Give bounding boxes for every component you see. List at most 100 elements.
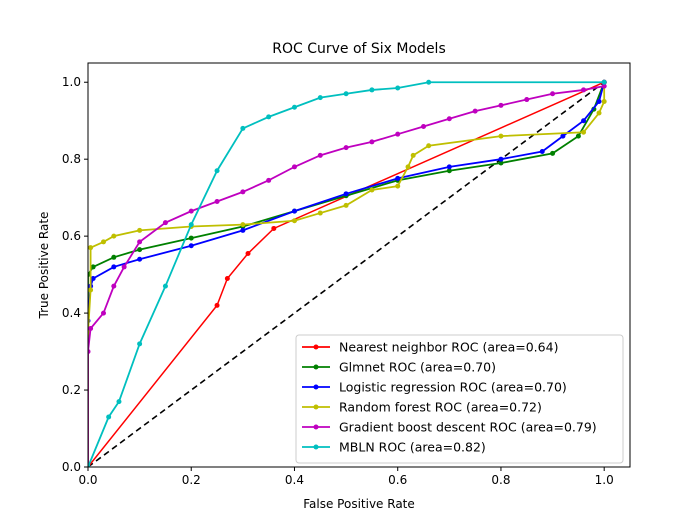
series-2-point — [560, 133, 566, 139]
series-2-point — [291, 208, 297, 214]
series-line-0 — [88, 81, 605, 467]
diagonal-reference-line — [88, 81, 605, 467]
legend-label-2: Logistic regression ROC (area=0.70) — [339, 380, 567, 395]
y-tick-label: 0.2 — [62, 383, 81, 397]
series-3-point — [498, 133, 504, 139]
series-5-point — [214, 168, 220, 174]
series-4-point — [291, 164, 297, 170]
series-3-point — [410, 152, 416, 158]
series-5-point — [343, 91, 349, 97]
series-4-point — [266, 177, 272, 183]
series-5-point — [426, 79, 432, 85]
series-5-point — [601, 79, 607, 85]
y-tick-label: 0.8 — [62, 152, 81, 166]
series-4-point — [446, 116, 452, 122]
series-3-point — [137, 227, 143, 233]
series-4-point — [472, 108, 478, 114]
series-4-point — [88, 349, 91, 355]
series-3-point — [291, 218, 297, 224]
series-3-point — [100, 239, 106, 245]
series-line-1 — [88, 81, 606, 467]
legend-marker-0 — [313, 344, 319, 350]
series-2-point — [596, 98, 602, 104]
series-5-point — [188, 222, 194, 228]
legend-label-0: Nearest neighbor ROC (area=0.64) — [339, 340, 558, 355]
series-4-point — [137, 239, 143, 245]
series-line-3 — [88, 82, 606, 467]
legend-frame — [295, 334, 624, 464]
x-axis-label: False Positive Rate — [303, 497, 415, 511]
series-group — [88, 79, 607, 467]
series-1-point — [111, 254, 117, 260]
series-4-point — [88, 325, 94, 331]
legend-label-3: Random forest ROC (area=0.72) — [339, 400, 542, 415]
series-2-point — [90, 275, 96, 281]
series-0-point — [271, 225, 277, 231]
series-2-point — [498, 156, 504, 162]
series-5-point — [116, 399, 122, 405]
legend-marker-3 — [313, 404, 319, 410]
series-3-point — [601, 98, 607, 104]
y-tick-label: 0.6 — [62, 229, 81, 243]
series-4-point — [498, 102, 504, 108]
series-4-point — [581, 87, 587, 93]
series-2-point — [188, 243, 194, 249]
series-4-point — [121, 264, 127, 270]
series-line-5 — [88, 81, 605, 467]
x-tick-label: 0.8 — [491, 473, 510, 487]
series-4-point — [111, 283, 117, 289]
series-4-point — [550, 91, 556, 97]
chart-title: ROC Curve of Six Models — [272, 41, 446, 57]
series-3-point — [88, 245, 94, 251]
series-5-point — [317, 95, 323, 101]
series-4-point — [100, 310, 106, 316]
series-3-point — [88, 287, 94, 293]
series-2-point — [343, 191, 349, 197]
series-5-point — [369, 87, 375, 93]
series-3-point — [369, 187, 375, 193]
series-3-point — [240, 222, 246, 228]
series-5-point — [240, 125, 246, 131]
y-tick-label: 0.0 — [62, 460, 81, 474]
series-2-point — [137, 256, 143, 262]
series-3-point — [581, 129, 587, 135]
series-0-point — [214, 302, 220, 308]
series-5-point — [106, 414, 112, 420]
series-4-point — [369, 139, 375, 145]
series-4-point — [240, 189, 246, 195]
series-2-point — [446, 164, 452, 170]
series-4-point — [188, 208, 194, 214]
series-1-point — [137, 247, 143, 253]
x-tick-label: 0.2 — [182, 473, 201, 487]
x-tick-label: 0.4 — [285, 473, 304, 487]
series-3-point — [343, 202, 349, 208]
series-5-point — [395, 85, 401, 91]
series-1-point — [550, 150, 556, 156]
series-4-point — [162, 220, 168, 226]
series-5-point — [266, 114, 272, 120]
series-2-point — [581, 118, 587, 124]
series-3-point — [395, 183, 401, 189]
series-3-point — [596, 110, 602, 116]
series-4-point — [343, 145, 349, 151]
series-4-point — [395, 131, 401, 137]
series-1-point — [90, 264, 96, 270]
legend-marker-2 — [313, 384, 319, 390]
series-0-point — [224, 275, 230, 281]
series-5-point — [88, 464, 91, 467]
x-tick-label: 1.0 — [595, 473, 614, 487]
series-3-point — [426, 143, 432, 149]
legend-marker-1 — [313, 364, 319, 370]
y-tick-label: 1.0 — [62, 75, 81, 89]
series-3-point — [111, 233, 117, 239]
series-4-point — [421, 123, 427, 129]
series-1-point — [446, 168, 452, 174]
series-2-point — [111, 264, 117, 270]
series-4-point — [317, 152, 323, 158]
series-line-4 — [88, 82, 606, 467]
series-2-point — [240, 227, 246, 233]
legend-label-5: MBLN ROC (area=0.82) — [339, 440, 486, 455]
series-1-point — [575, 133, 581, 139]
